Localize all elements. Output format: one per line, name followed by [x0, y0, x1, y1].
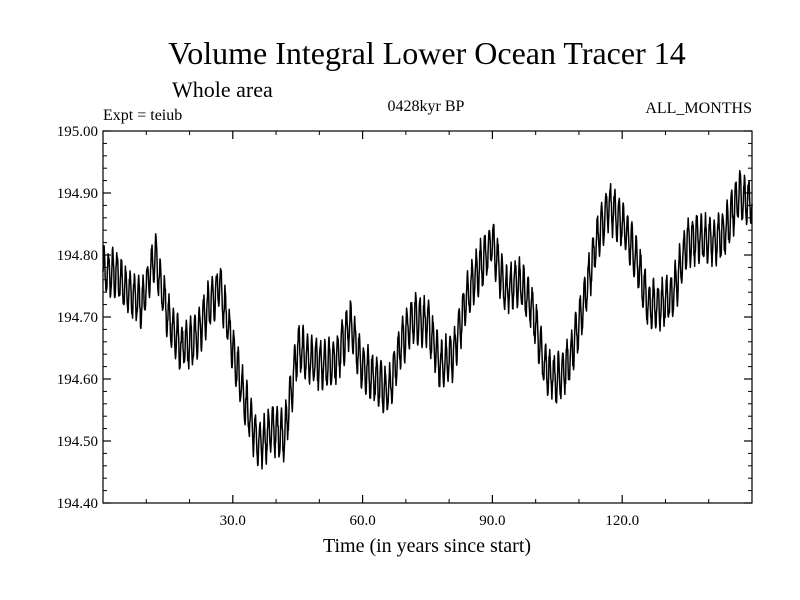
experiment-label: Expt = teiub [103, 107, 182, 124]
months-label: ALL_MONTHS [645, 100, 752, 117]
x-tick-label: 30.0 [220, 513, 246, 529]
x-tick-label: 60.0 [349, 513, 375, 529]
y-tick-label: 194.40 [57, 496, 98, 512]
y-tick-label: 194.90 [57, 186, 98, 202]
x-tick-label: 90.0 [479, 513, 505, 529]
x-axis-label: Time (in years since start) [323, 535, 531, 557]
y-tick-label: 194.50 [57, 434, 98, 450]
y-tick-label: 194.70 [57, 310, 98, 326]
chart-subtitle: Whole area [172, 77, 273, 102]
plot-frame [102, 130, 753, 504]
y-tick-label: 194.80 [57, 248, 98, 264]
y-tick-label: 195.00 [57, 124, 98, 140]
period-label: 0428kyr BP [388, 98, 465, 115]
x-tick-label: 120.0 [605, 513, 639, 529]
x-axis: 30.0 60.0 90.0 120.0 [145, 131, 710, 529]
chart-title: Volume Integral Lower Ocean Tracer 14 [168, 35, 685, 71]
y-tick-label: 194.60 [57, 372, 98, 388]
series-line [102, 169, 753, 470]
